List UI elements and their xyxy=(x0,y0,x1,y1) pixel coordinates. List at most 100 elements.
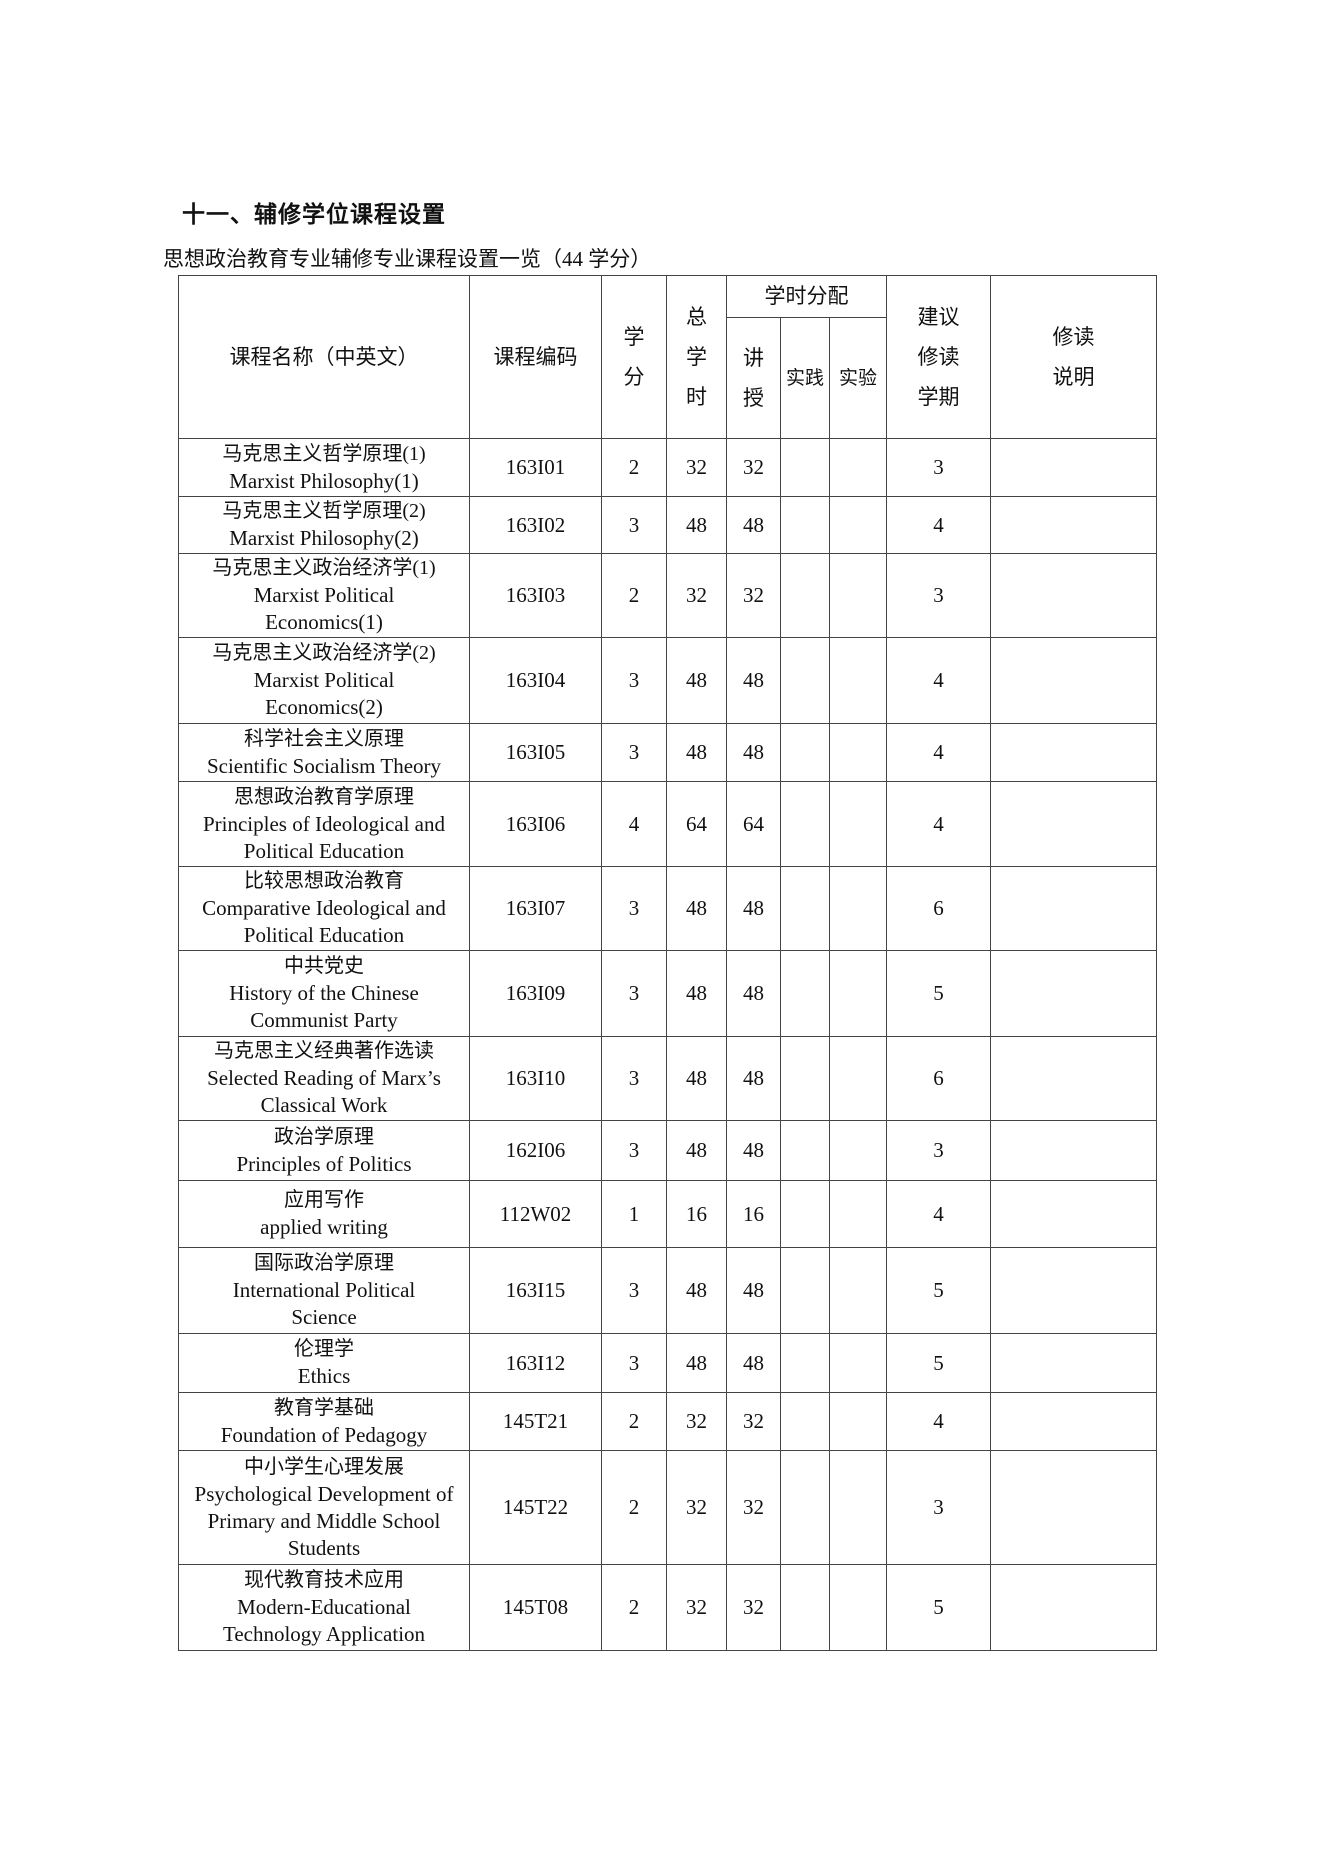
course-name-en: Psychological Development of xyxy=(194,1481,454,1506)
course-name-zh: 马克思主义政治经济学(2) xyxy=(212,642,436,664)
cell-note xyxy=(990,1564,1158,1651)
table-row: 马克思主义哲学原理(2) Marxist Philosophy(2) 163I02 3… xyxy=(178,496,1158,554)
cell-practice xyxy=(780,1450,830,1565)
cell-semester: 4 xyxy=(886,1392,992,1451)
cell-total: 48 xyxy=(666,950,727,1037)
header-practice: 实践 xyxy=(780,317,830,439)
cell-semester: 3 xyxy=(886,553,992,638)
cell-lecture: 48 xyxy=(726,723,781,782)
cell-total: 48 xyxy=(666,1036,727,1121)
course-name-en: Modern-Educational xyxy=(237,1595,411,1619)
course-name: 马克思主义哲学原理(1) Marxist Philosophy(1) xyxy=(178,438,470,497)
table-row: 教育学基础 Foundation of Pedagogy 145T21 2 32 32 4 xyxy=(178,1392,1158,1451)
cell-practice xyxy=(780,496,830,554)
cell-experiment xyxy=(828,1450,888,1565)
table-row: 思想政治教育学原理 Principles of Ideological and Po… xyxy=(178,781,1158,867)
course-name-en: History of the Chinese xyxy=(229,981,419,1005)
cell-semester: 4 xyxy=(886,637,992,724)
cell-code: 163I03 xyxy=(469,553,602,638)
header-experiment: 实验 xyxy=(828,317,888,439)
table-row: 现代教育技术应用 Modern-Educational Technology App… xyxy=(178,1564,1158,1651)
cell-code: 163I09 xyxy=(469,950,602,1037)
course-name-en: Scientific Socialism Theory xyxy=(206,753,442,778)
table-row: 马克思主义哲学原理(1) Marxist Philosophy(1) 163I01 2… xyxy=(178,438,1158,497)
table-row: 政治学原理 Principles of Politics 162I06 3 48 48 3 xyxy=(178,1120,1158,1181)
cell-practice xyxy=(780,1392,830,1451)
course-name-en: Science xyxy=(291,1305,357,1329)
course-name-zh: 现代教育技术应用 xyxy=(244,1569,404,1591)
cell-semester: 5 xyxy=(886,1564,992,1651)
cell-code: 145T22 xyxy=(469,1450,602,1565)
cell-code: 145T08 xyxy=(469,1564,602,1651)
table-row: 中小学生心理发展 Psychological Development of Prim… xyxy=(178,1450,1158,1565)
cell-experiment xyxy=(828,723,888,782)
cell-total: 32 xyxy=(666,1450,727,1565)
cell-note xyxy=(990,438,1158,497)
cell-experiment xyxy=(828,438,888,497)
cell-note xyxy=(990,1333,1158,1393)
cell-credit: 2 xyxy=(601,1450,667,1565)
cell-note xyxy=(990,496,1158,554)
course-name-en: Marxist Philosophy(2) xyxy=(229,526,419,550)
cell-credit: 2 xyxy=(601,1392,667,1451)
course-name-en: Marxist Political xyxy=(253,668,395,692)
course-name-en: Marxist Philosophy(1) xyxy=(229,468,419,493)
cell-semester: 4 xyxy=(886,781,992,867)
course-name: 马克思主义政治经济学(2) Marxist Political Economics(… xyxy=(178,637,470,724)
cell-credit: 3 xyxy=(601,637,667,724)
cell-experiment xyxy=(828,1333,888,1393)
cell-total: 32 xyxy=(666,1392,727,1451)
cell-lecture: 16 xyxy=(726,1180,781,1248)
cell-semester: 5 xyxy=(886,1247,992,1334)
cell-experiment xyxy=(828,1392,888,1451)
course-name-zh: 伦理学 xyxy=(294,1338,354,1360)
course-name-zh: 教育学基础 xyxy=(274,1396,374,1419)
cell-experiment xyxy=(828,637,888,724)
cell-lecture: 48 xyxy=(726,1247,781,1334)
cell-credit: 2 xyxy=(601,1564,667,1651)
cell-total: 32 xyxy=(666,1564,727,1651)
cell-semester: 6 xyxy=(886,1036,992,1121)
cell-practice xyxy=(780,1564,830,1651)
cell-practice xyxy=(780,723,830,782)
cell-practice xyxy=(780,1120,830,1181)
cell-code: 163I07 xyxy=(469,866,602,951)
cell-note xyxy=(990,1392,1158,1451)
table-row: 马克思主义政治经济学(1) Marxist Political Economics(… xyxy=(178,553,1158,638)
cell-code: 145T21 xyxy=(469,1392,602,1451)
cell-experiment xyxy=(828,1120,888,1181)
cell-practice xyxy=(780,438,830,497)
cell-lecture: 48 xyxy=(726,1333,781,1393)
course-name-en: Classical Work xyxy=(260,1093,388,1117)
header-hours-distribution: 学时分配 xyxy=(725,275,888,318)
cell-practice xyxy=(780,950,830,1037)
cell-credit: 3 xyxy=(601,1120,667,1181)
header-lecture: 讲授 xyxy=(726,317,781,439)
table-row: 中共党史 History of the Chinese Communist Part… xyxy=(178,950,1158,1037)
cell-note xyxy=(990,723,1158,782)
cell-experiment xyxy=(828,553,888,638)
cell-lecture: 48 xyxy=(726,496,781,554)
course-name: 应用写作 applied writing xyxy=(178,1180,470,1248)
cell-code: 112W02 xyxy=(469,1180,602,1248)
cell-lecture: 64 xyxy=(726,781,781,867)
cell-note xyxy=(990,1247,1158,1334)
table-row: 科学社会主义原理 Scientific Socialism Theory 163I0… xyxy=(178,723,1158,782)
cell-note xyxy=(990,866,1158,951)
table-row: 伦理学 Ethics 163I12 3 48 48 5 xyxy=(178,1333,1158,1393)
course-name: 教育学基础 Foundation of Pedagogy xyxy=(178,1392,470,1451)
cell-total: 48 xyxy=(666,1120,727,1181)
cell-credit: 3 xyxy=(601,1036,667,1121)
cell-total: 48 xyxy=(666,723,727,782)
cell-lecture: 48 xyxy=(726,637,781,724)
course-name: 国际政治学原理 International Political Science xyxy=(178,1247,470,1334)
cell-practice xyxy=(780,1247,830,1334)
course-name: 政治学原理 Principles of Politics xyxy=(178,1120,470,1181)
cell-note xyxy=(990,781,1158,867)
cell-semester: 5 xyxy=(886,1333,992,1393)
course-name-en: Communist Party xyxy=(250,1008,398,1032)
course-name: 科学社会主义原理 Scientific Socialism Theory xyxy=(178,723,470,782)
cell-note xyxy=(990,1036,1158,1121)
cell-semester: 4 xyxy=(886,496,992,554)
cell-semester: 3 xyxy=(886,438,992,497)
